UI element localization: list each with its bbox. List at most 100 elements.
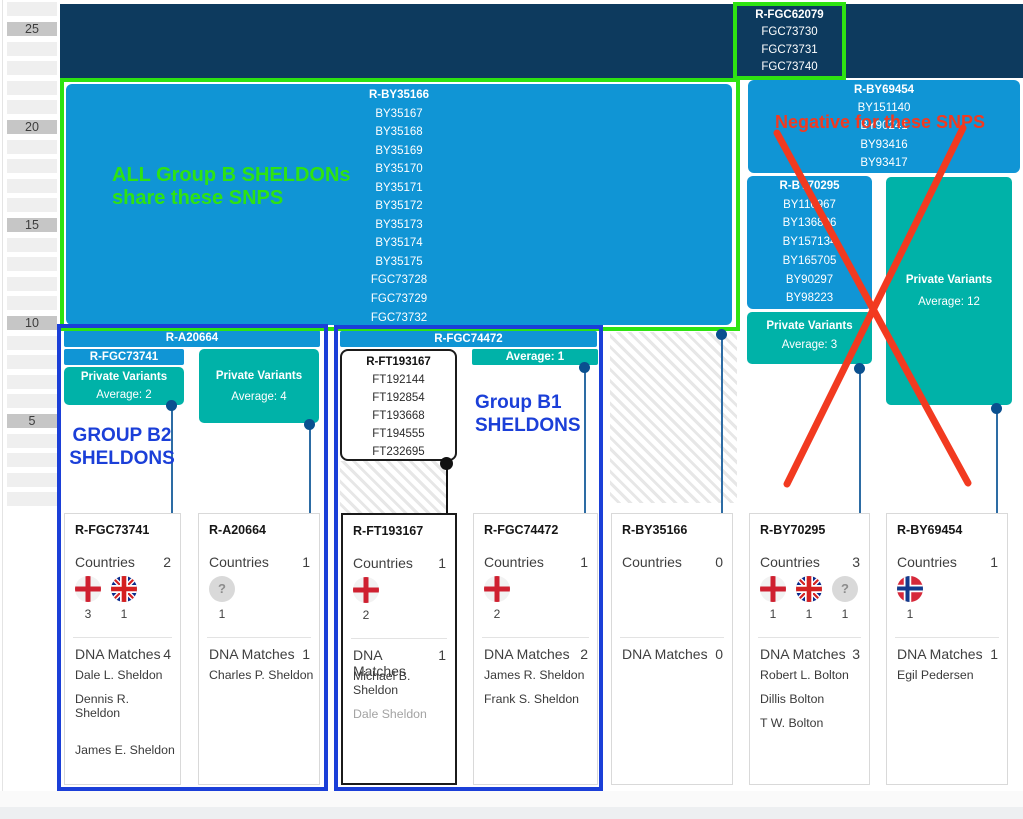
private-variants-average: Average: 3 (781, 339, 838, 351)
snp-label: BY35169 (375, 144, 423, 157)
england-flag-icon (353, 577, 379, 603)
private-variants-by69454[interactable]: Private Variants Average: 12 (886, 177, 1012, 405)
private-variants-fgc73741[interactable]: Private Variants Average: 2 (64, 367, 184, 405)
footer-band-dark (0, 807, 1023, 819)
countries-label: Countries (760, 554, 820, 570)
flag-count: 1 (218, 607, 226, 621)
snp-label: BY157134 (782, 236, 837, 249)
axis-stripe (7, 178, 57, 193)
card-divider (73, 637, 172, 638)
snp-label: BY35167 (375, 107, 423, 120)
snp-label: BY35173 (375, 218, 423, 231)
england-flag-icon (75, 576, 101, 602)
snp-label: FGC73730 (761, 26, 818, 39)
snp-label: BY165705 (782, 254, 837, 267)
axis-stripe (7, 41, 57, 56)
connector-line (859, 369, 861, 513)
hatch-region-by35166 (610, 332, 737, 503)
haplogroup-card-r-ft193167[interactable]: R-FT193167 Countries 1 2 DNA Matches 1 Michael… (341, 513, 457, 785)
dna-matches-count: 1 (438, 647, 446, 663)
snp-label: FGC73729 (370, 293, 428, 306)
annotation-group-b1-text: Group B1 SHELDONS (475, 392, 581, 436)
snp-label: FGC73740 (761, 60, 818, 73)
private-variants-average: Average: 2 (96, 389, 152, 401)
snp-label: BY93416 (860, 138, 908, 151)
match-name: T W. Bolton (760, 716, 824, 730)
haplogroup-card-r-fgc74472[interactable]: R-FGC74472 Countries 1 2 DNA Matches 2 James R… (473, 513, 598, 785)
countries-count: 1 (990, 554, 998, 570)
dna-matches-label: DNA Matches (622, 646, 708, 662)
axis-tick: 15 (7, 218, 57, 232)
haplogroup-card-r-a20664[interactable]: R-A20664 Countries 1? 1 DNA Matches 1 Charles … (198, 513, 320, 785)
private-variants-by70295[interactable]: Private Variants Average: 3 (747, 312, 872, 364)
haplogroup-bar-fgc74472[interactable]: R-FGC74472 (340, 331, 597, 347)
countries-count: 1 (580, 554, 588, 570)
haplogroup-label: R-FGC62079 (755, 9, 824, 21)
card-title: R-BY69454 (897, 523, 963, 537)
match-names: Egil Pedersen (897, 668, 1003, 692)
private-variants-average: Average: 12 (918, 296, 980, 308)
countries-label: Countries (622, 554, 682, 570)
axis-stripe (7, 159, 57, 174)
axis-stripe (7, 374, 57, 389)
average-bar-fgc74472[interactable]: Average: 1 (472, 349, 598, 365)
annotation-green-text: ALL Group B SHELDONs share these SNPS (112, 164, 351, 209)
haplogroup-card-r-by70295[interactable]: R-BY70295 Countries 3 1 1? 1 DNA Matches 3 Rober… (749, 513, 870, 785)
countries-count: 1 (438, 555, 446, 571)
axis-stripe (7, 276, 57, 291)
card-title: R-BY35166 (622, 523, 688, 537)
dna-matches-label: DNA Matches (209, 646, 295, 662)
flag-count: 1 (906, 607, 914, 621)
snp-label: FT232695 (372, 446, 425, 459)
connector-dot (991, 403, 1002, 414)
axis-tick: 10 (7, 316, 57, 330)
country-flags: 2 (353, 577, 379, 622)
haplogroup-block-fgc62079[interactable]: R-FGC62079 FGC73730 FGC73731 FGC73740 (737, 7, 842, 76)
axis-stripe (7, 237, 57, 252)
parent-haplogroup-block[interactable] (60, 4, 1023, 78)
question-icon: ? (209, 576, 235, 602)
match-name: Robert L. Bolton (760, 668, 849, 682)
annotation-negative-text: Negative for these SNPS (775, 112, 986, 132)
snp-label: FT192144 (372, 374, 425, 387)
haplogroup-card-r-by35166[interactable]: R-BY35166 Countries 0 DNA Matches 0 (611, 513, 733, 785)
snp-label: BY93417 (860, 156, 908, 169)
snp-label: BY90297 (785, 273, 834, 286)
haplogroup-block-by35166[interactable]: R-BY35166 BY35167 BY35168 BY35169 BY35170 BY3… (66, 84, 732, 325)
match-name: Charles P. Sheldon (209, 668, 314, 682)
private-variants-a20664[interactable]: Private Variants Average: 4 (199, 349, 319, 423)
axis-stripe (7, 394, 57, 409)
flag-with-count: 2 (353, 577, 379, 622)
haplogroup-block-by70295[interactable]: R-BY70295 BY110967 BY136806 BY157134 BY16570… (747, 176, 872, 309)
connector-line (721, 334, 723, 513)
flag-count: 1 (120, 607, 128, 621)
haplogroup-card-r-by69454[interactable]: R-BY69454 Countries 1 1 DNA Matches 1 Egil Ped… (886, 513, 1008, 785)
match-name: Dale Sheldon (353, 707, 427, 721)
card-title: R-A20664 (209, 523, 266, 537)
dna-matches-label: DNA Matches (484, 646, 570, 662)
flag-count: 1 (769, 607, 777, 621)
snp-label: BY35171 (375, 181, 423, 194)
card-divider (895, 637, 999, 638)
match-names: Dale L. Sheldon Dennis R. Sheldon James E.… (75, 668, 176, 767)
snp-label: FGC73731 (761, 43, 818, 56)
haplogroup-card-r-fgc73741[interactable]: R-FGC73741 Countries 2 3 1 DNA Matches 4 Dale L… (64, 513, 181, 785)
haplogroup-block-ft193167[interactable]: R-FT193167 FT192144 FT192854 FT193668 FT1945… (340, 349, 457, 461)
hatch-region-ft193167 (340, 461, 447, 513)
match-name: Egil Pedersen (897, 668, 974, 682)
card-divider (351, 638, 447, 639)
card-title: R-FGC74472 (484, 523, 559, 537)
haplogroup-bar-a20664[interactable]: R-A20664 (64, 330, 320, 347)
countries-label: Countries (209, 554, 269, 570)
country-flags: ? 1 (209, 576, 235, 621)
axis-stripe (7, 335, 57, 350)
snp-label: BY35170 (375, 163, 423, 176)
haplogroup-label: R-FT193167 (366, 356, 431, 368)
match-name: Dillis Bolton (760, 692, 825, 706)
axis-stripe (7, 433, 57, 448)
connector-dot-selected (440, 457, 453, 470)
private-variants-title: Private Variants (80, 371, 168, 383)
dna-matches-label: DNA Matches (897, 646, 983, 662)
flag-with-count: 1 (796, 576, 822, 621)
haplogroup-bar-fgc73741[interactable]: R-FGC73741 (64, 349, 184, 365)
